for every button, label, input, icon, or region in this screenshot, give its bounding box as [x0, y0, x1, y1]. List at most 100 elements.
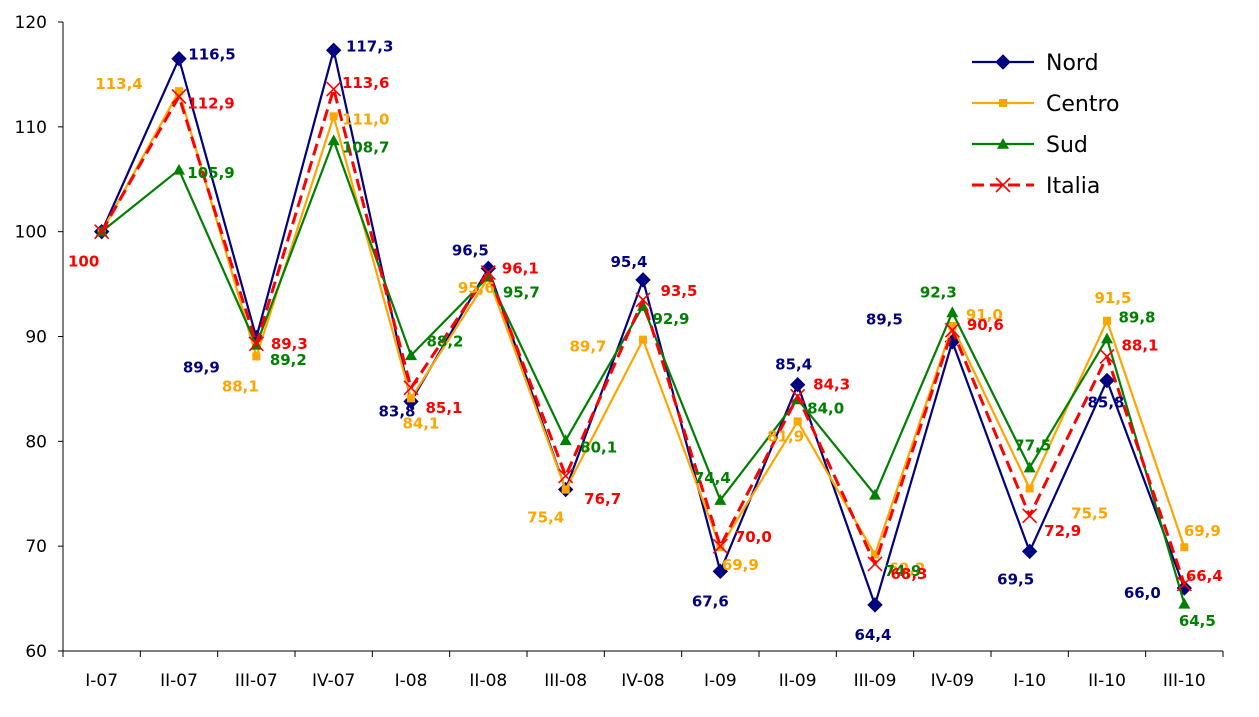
data-point-diamond [1021, 543, 1038, 560]
data-point-triangle [173, 163, 185, 175]
data-label: 64,5 [1179, 612, 1216, 630]
data-point-triangle [1101, 332, 1113, 344]
data-point-x [558, 468, 574, 484]
data-label: 85,1 [425, 399, 462, 417]
data-point-square [871, 550, 879, 559]
data-label: 89,7 [569, 338, 606, 356]
data-label: 64,4 [854, 626, 891, 644]
data-labels: 116,5 89,9 117,3 83,8 96,5 95,4 67,6 85,4 64,4 89… [68, 37, 1223, 644]
data-label: 84,3 [813, 375, 850, 393]
data-point-square [561, 485, 570, 494]
data-label: 96,5 [452, 241, 489, 259]
data-point-x [1176, 576, 1192, 592]
legend-label: Centro [1046, 92, 1120, 117]
data-label: 72,9 [1044, 522, 1081, 540]
legend-item-sud: Sud [972, 133, 1088, 158]
data-label: 89,8 [1118, 309, 1155, 327]
data-label: 91,0 [966, 306, 1003, 324]
data-label: 88,2 [426, 332, 463, 350]
data-point-diamond [995, 54, 1011, 70]
data-point-triangle [714, 494, 727, 505]
data-label: 85,8 [1087, 394, 1124, 412]
data-label: 75,5 [1071, 505, 1108, 523]
data-point-x [867, 556, 883, 572]
data-point-triangle [405, 349, 417, 361]
y-tick-label: 70 [25, 537, 47, 557]
y-tick-label: 60 [25, 642, 47, 662]
x-tick-label: II-09 [779, 671, 817, 691]
x-tick-label: III-07 [235, 671, 278, 691]
data-label: 105,9 [187, 164, 234, 182]
data-point-triangle [997, 138, 1009, 149]
data-label: 96,1 [502, 260, 539, 278]
data-point-x [326, 81, 342, 97]
data-label: 75,4 [527, 509, 564, 527]
data-label: 113,4 [95, 75, 142, 93]
series-nord [93, 42, 1193, 613]
x-tick-label: III-08 [544, 671, 587, 691]
legend-label: Sud [1046, 133, 1088, 158]
data-label: 77,5 [1014, 437, 1051, 455]
x-tick-label: I-10 [1013, 671, 1046, 691]
data-label: 113,6 [342, 74, 389, 92]
data-point-x [635, 292, 651, 308]
data-label: 116,5 [188, 46, 235, 64]
data-label: 81,9 [767, 427, 804, 445]
data-point-x [480, 264, 496, 281]
data-label: 95,7 [503, 284, 540, 302]
data-label: 69,2 [888, 560, 925, 578]
data-point-x [1022, 508, 1038, 524]
series-italia [94, 81, 1192, 592]
data-point-diamond [171, 50, 187, 67]
data-label: 95,6 [458, 279, 495, 297]
data-label: 76,7 [584, 490, 621, 508]
x-tick-label: III-10 [1163, 671, 1206, 691]
data-point-square [407, 394, 415, 403]
data-label: 84,0 [807, 399, 844, 417]
x-tick-label: I-09 [704, 671, 737, 691]
legend-item-nord: Nord [972, 51, 1099, 76]
data-label: 100 [68, 253, 99, 271]
y-tick-label: 80 [25, 432, 47, 452]
y-tick-label: 110 [15, 118, 47, 138]
data-label: 66,0 [1124, 584, 1161, 602]
labels-italia: 100 112,9 89,3 113,6 85,1 96,1 76,7 93,5 70,0 84,… [68, 74, 1223, 585]
legend-label: Nord [1046, 51, 1099, 76]
data-point-x [248, 336, 264, 352]
data-label: 112,9 [187, 94, 234, 112]
x-tick-label: II-10 [1088, 671, 1126, 691]
data-point-triangle [1178, 597, 1191, 609]
x-tick-label: IV-09 [931, 671, 974, 691]
labels-sud: 105,9 89,2 108,7 88,2 95,7 80,1 92,9 74,4 84,0 74… [187, 138, 1216, 629]
data-label: 117,3 [346, 37, 393, 55]
data-point-square [1103, 316, 1111, 325]
series-line [100, 49, 1186, 606]
data-point-diamond [325, 42, 342, 59]
data-point-triangle [946, 306, 959, 318]
data-label: 89,2 [270, 351, 307, 369]
data-label: 84,1 [402, 414, 439, 432]
data-point-diamond [789, 377, 806, 393]
data-point-square [1025, 484, 1034, 493]
x-tick-label: I-08 [395, 671, 428, 691]
data-label: 88,1 [222, 377, 259, 395]
data-label: 85,4 [775, 356, 812, 374]
data-point-square [948, 322, 957, 331]
axes: 60 70 80 90 100 110 120 I-07 II-07 III-07 IV-07 I-0… [15, 13, 1224, 691]
data-label: 89,9 [183, 359, 220, 377]
data-label: 69,9 [1184, 522, 1221, 540]
data-point-x [403, 380, 419, 396]
data-point-x [944, 322, 960, 338]
series-lines [93, 42, 1193, 613]
data-label: 89,3 [271, 335, 308, 353]
x-tick-label: IV-07 [312, 671, 355, 691]
data-label: 108,7 [342, 138, 389, 156]
data-point-square [329, 112, 338, 121]
legend-item-centro: Centro [972, 92, 1120, 117]
x-tick-label: II-07 [160, 671, 198, 691]
data-point-x [171, 88, 187, 104]
data-point-square [252, 352, 261, 361]
legend-label: Italia [1046, 174, 1100, 199]
labels-centro: 113,4 88,1 111,0 84,1 95,6 75,4 89,7 69,9 81,9 69… [95, 75, 1221, 577]
